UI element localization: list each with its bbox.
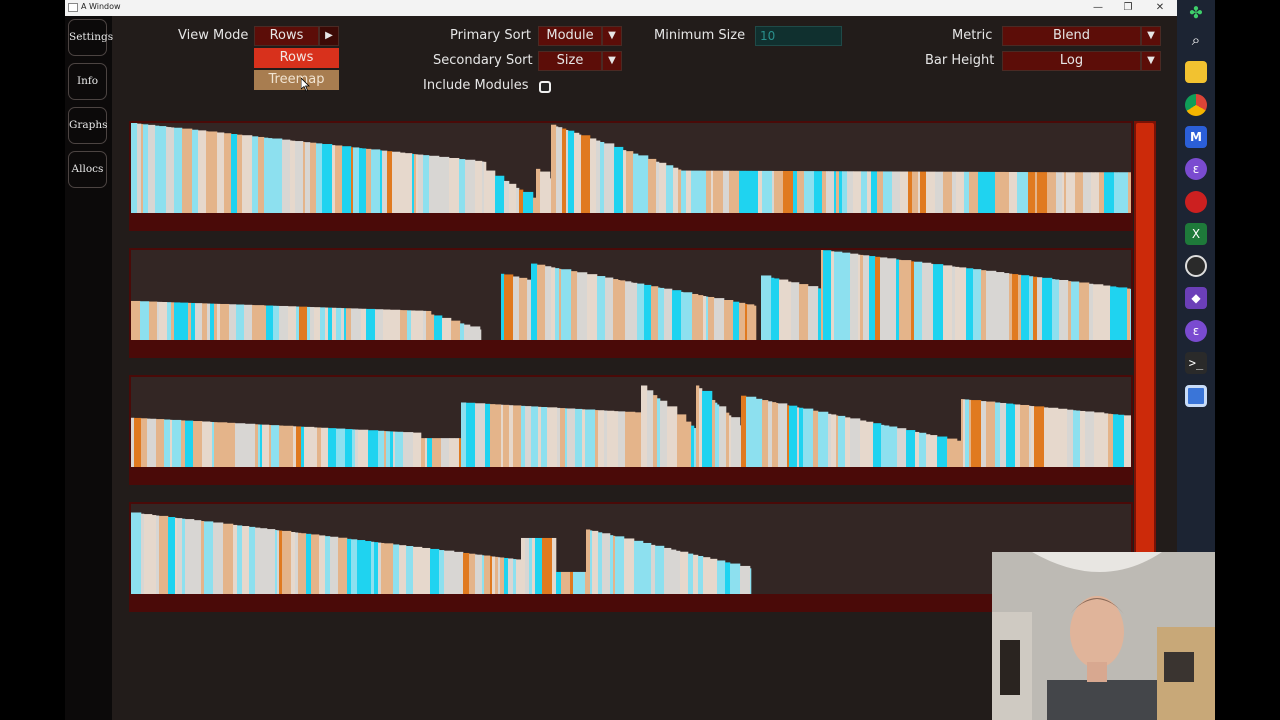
primary-sort-label: Primary Sort bbox=[450, 28, 532, 43]
visual-studio-code-icon[interactable]: M bbox=[1185, 126, 1207, 148]
close-button[interactable]: ✕ bbox=[1155, 2, 1165, 13]
pixel-editor-icon[interactable] bbox=[1185, 191, 1207, 213]
include-modules-checkbox[interactable] bbox=[539, 81, 551, 93]
mouse-cursor-icon bbox=[301, 78, 310, 92]
metric-select[interactable]: Blend bbox=[1002, 26, 1141, 46]
folder-icon[interactable] bbox=[1185, 61, 1207, 83]
excel-icon[interactable]: X bbox=[1185, 223, 1207, 245]
allocation-row[interactable] bbox=[129, 121, 1133, 231]
secondary-sort-select[interactable]: Size bbox=[538, 51, 602, 71]
search-icon[interactable]: ⌕ bbox=[1191, 31, 1201, 49]
sidebar: Settings Info Graphs Allocs bbox=[65, 16, 113, 720]
allocation-bars bbox=[131, 385, 1131, 467]
bar-height-select[interactable]: Log bbox=[1002, 51, 1141, 71]
bar-height-label: Bar Height bbox=[925, 53, 995, 68]
secondary-sort-label: Secondary Sort bbox=[433, 53, 533, 68]
obs-icon[interactable] bbox=[1185, 255, 1207, 277]
window-titlebar[interactable]: A Window — ❐ ✕ bbox=[65, 0, 1177, 17]
emacs-icon[interactable]: ε bbox=[1185, 158, 1207, 180]
minimum-size-input[interactable]: 10 bbox=[755, 26, 842, 46]
emacs-icon[interactable]: ε bbox=[1185, 320, 1207, 342]
view-mode-label: View Mode bbox=[178, 28, 249, 43]
screen-margin bbox=[1215, 0, 1280, 720]
primary-sort-chevron-down-icon[interactable]: ▼ bbox=[602, 26, 622, 46]
view-mode-option-rows[interactable]: Rows bbox=[254, 48, 339, 68]
visual-studio-icon[interactable]: ◆ bbox=[1185, 287, 1207, 309]
bar-height-chevron-down-icon[interactable]: ▼ bbox=[1141, 51, 1161, 71]
primary-sort-select[interactable]: Module bbox=[538, 26, 602, 46]
app-icon bbox=[68, 3, 78, 12]
include-modules-label: Include Modules bbox=[423, 78, 529, 93]
app-body: Settings Info Graphs Allocs View Mode Ro… bbox=[65, 16, 1177, 720]
restore-button[interactable]: ❐ bbox=[1123, 2, 1133, 13]
allocation-row[interactable] bbox=[129, 375, 1133, 485]
scrollbar-thumb[interactable] bbox=[1136, 123, 1154, 609]
terminal-icon[interactable]: >_ bbox=[1185, 352, 1207, 374]
allocation-bars bbox=[131, 123, 1131, 213]
allocation-row[interactable] bbox=[129, 502, 1133, 612]
sidebar-graphs-button[interactable]: Graphs bbox=[68, 107, 108, 144]
minimize-button[interactable]: — bbox=[1093, 2, 1103, 13]
sidebar-allocs-button[interactable]: Allocs bbox=[68, 151, 107, 188]
webcam-video bbox=[992, 552, 1215, 720]
chrome-icon[interactable] bbox=[1185, 94, 1207, 116]
window-title: A Window bbox=[81, 2, 121, 11]
minimum-size-label: Minimum Size bbox=[654, 28, 746, 43]
allocation-bars bbox=[131, 512, 752, 594]
view-mode-select[interactable]: Rows bbox=[254, 26, 319, 46]
metric-label: Metric bbox=[952, 28, 993, 43]
secondary-sort-chevron-down-icon[interactable]: ▼ bbox=[602, 51, 622, 71]
allocation-row[interactable] bbox=[129, 248, 1133, 358]
view-mode-arrow-icon[interactable]: ▶ bbox=[319, 26, 339, 46]
view-mode-option-treemap[interactable]: Treemap bbox=[254, 70, 339, 90]
metric-chevron-down-icon[interactable]: ▼ bbox=[1141, 26, 1161, 46]
clover-icon[interactable]: ✤ bbox=[1189, 3, 1203, 22]
window-icon[interactable] bbox=[1185, 385, 1207, 407]
sidebar-info-button[interactable]: Info bbox=[68, 63, 107, 100]
sidebar-settings-button[interactable]: Settings bbox=[68, 19, 113, 56]
allocation-bars bbox=[131, 250, 1131, 340]
